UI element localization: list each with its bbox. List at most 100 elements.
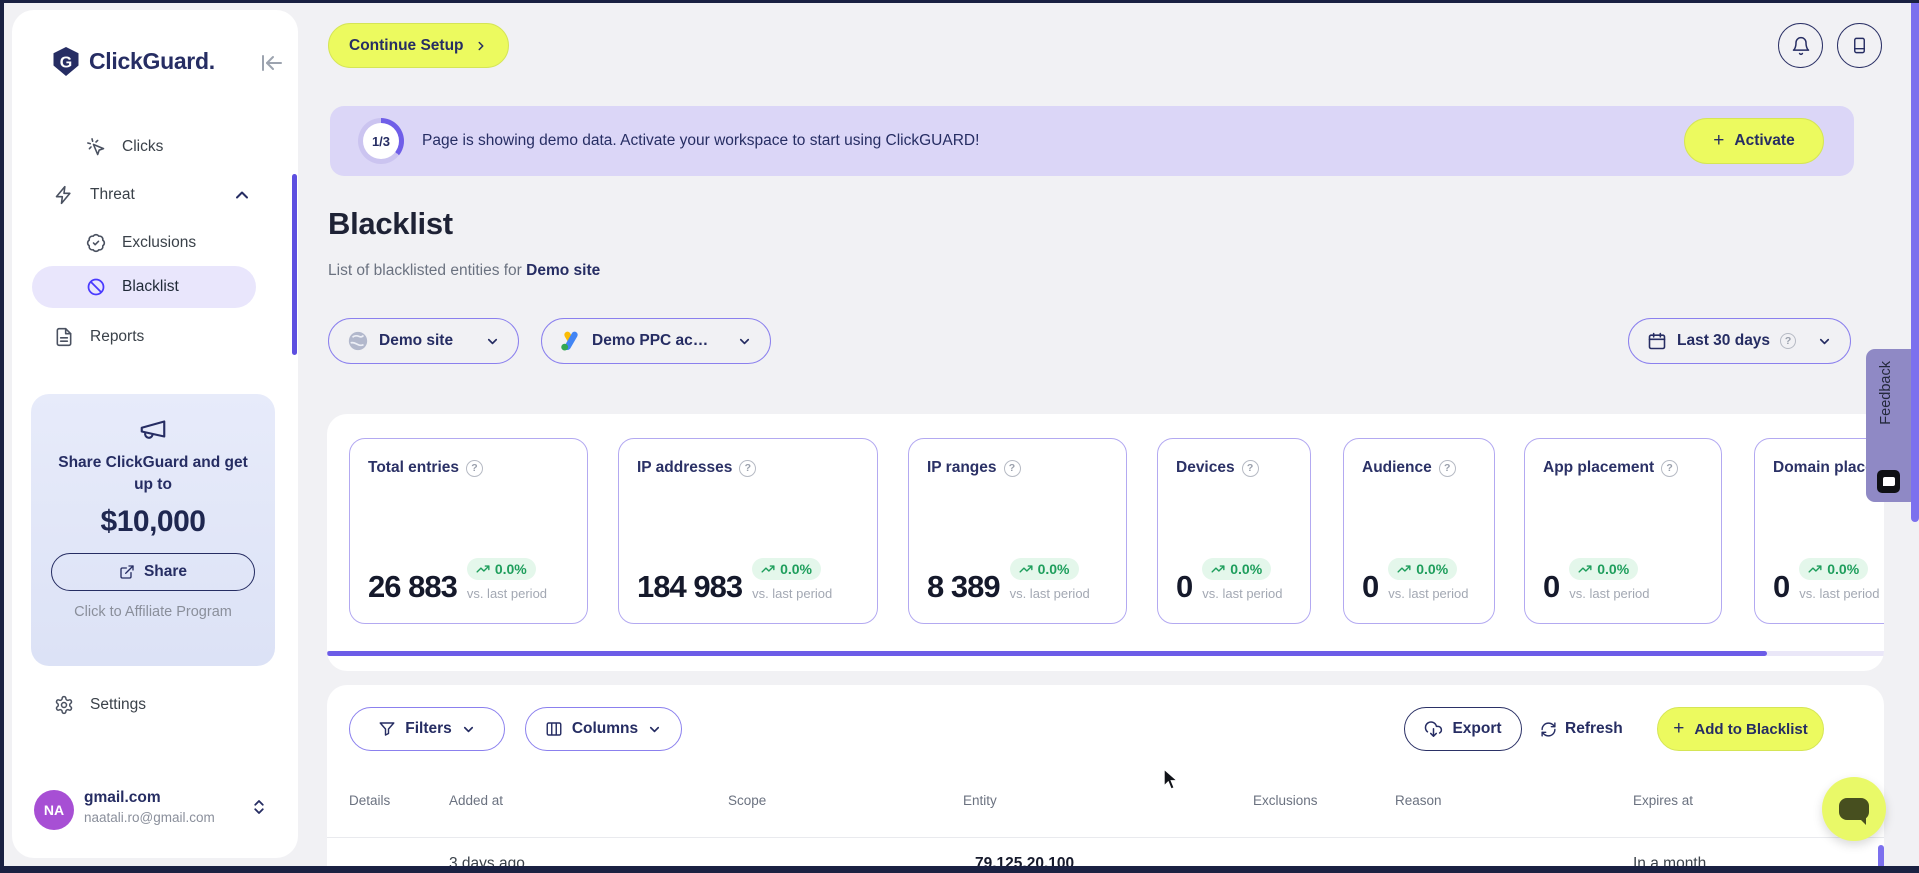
add-to-blacklist-button[interactable]: + Add to Blacklist <box>1657 707 1824 751</box>
help-icon[interactable]: ? <box>1438 459 1456 477</box>
trend-up-icon <box>761 565 775 574</box>
trend-up-icon <box>476 565 490 574</box>
sidebar-item-exclusions[interactable]: Exclusions <box>12 222 298 264</box>
cell-expires-at: In a month <box>1633 855 1707 866</box>
columns-button[interactable]: Columns <box>525 707 682 751</box>
feedback-widget-icon <box>1877 470 1900 493</box>
continue-setup-label: Continue Setup <box>349 36 464 54</box>
help-icon[interactable]: ? <box>1661 459 1679 477</box>
stat-value: 0 <box>1176 569 1193 604</box>
chevron-down-icon <box>737 334 752 349</box>
filters-button[interactable]: Filters <box>349 707 505 751</box>
page-subtitle: List of blacklisted entities for Demo si… <box>328 262 600 280</box>
demo-data-banner: 1/3 Page is showing demo data. Activate … <box>330 106 1854 176</box>
export-label: Export <box>1452 720 1502 737</box>
ban-icon <box>86 277 106 297</box>
share-button-label: Share <box>143 563 188 581</box>
page-subtitle-text: List of blacklisted entities for <box>328 262 522 279</box>
share-button[interactable]: Share <box>51 553 255 592</box>
delta-badge: 0.0% <box>1799 558 1869 581</box>
stat-label: App placement <box>1543 459 1655 476</box>
columns-label: Columns <box>571 720 639 737</box>
sidebar-item-label: Reports <box>90 328 145 345</box>
refresh-button[interactable]: Refresh <box>1540 707 1623 751</box>
cursor-click-icon <box>86 137 106 157</box>
column-header-reason: Reason <box>1395 793 1442 808</box>
stat-card-devices: Devices? 0 0.0% vs. last period <box>1157 438 1311 624</box>
stat-label: IP addresses <box>637 459 733 476</box>
collapse-sidebar-button[interactable] <box>260 50 286 76</box>
export-button[interactable]: Export <box>1404 707 1522 751</box>
badge-check-icon <box>86 233 106 253</box>
sidebar-item-blacklist[interactable]: Blacklist <box>32 266 256 308</box>
table-scrollbar[interactable] <box>1878 845 1884 866</box>
stat-note: vs. last period <box>752 586 833 602</box>
avatar: NA <box>34 790 74 830</box>
stat-label: Audience <box>1362 459 1432 476</box>
help-icon[interactable]: ? <box>1241 459 1259 477</box>
clickguard-logo: G ClickGuard. <box>52 46 215 77</box>
chevron-down-icon <box>1817 334 1832 349</box>
site-selector-value: Demo site <box>379 332 454 349</box>
sidebar-item-threat[interactable]: Threat <box>12 174 298 216</box>
user-menu[interactable]: NA gmail.com naatali.ro@gmail.com <box>12 780 298 840</box>
affiliate-program-link[interactable]: Click to Affiliate Program <box>74 604 232 621</box>
setup-progress-ring: 1/3 <box>358 118 404 164</box>
notifications-button[interactable] <box>1778 23 1823 68</box>
site-selector[interactable]: Demo site <box>328 318 519 364</box>
stat-card-audience: Audience? 0 0.0% vs. last period <box>1343 438 1495 624</box>
refresh-label: Refresh <box>1565 720 1623 737</box>
svg-text:G: G <box>60 55 72 72</box>
help-icon[interactable]: ? <box>739 459 757 477</box>
stats-scrollbar-thumb[interactable] <box>327 651 1767 656</box>
stat-card-ip-addresses: IP addresses? 184 983 0.0% vs. last peri… <box>618 438 878 624</box>
delta-badge: 0.0% <box>752 558 821 581</box>
chevron-down-icon <box>485 334 500 349</box>
google-ads-icon <box>560 330 582 352</box>
trend-up-icon <box>1211 565 1225 574</box>
ppc-account-selector[interactable]: Demo PPC ac… <box>541 318 771 364</box>
stat-card-ip-ranges: IP ranges? 8 389 0.0% vs. last period <box>908 438 1127 624</box>
ppc-account-value: Demo PPC ac… <box>592 332 709 349</box>
chat-launcher-button[interactable] <box>1822 777 1886 841</box>
continue-setup-button[interactable]: Continue Setup <box>328 23 509 68</box>
share-card-amount: $10,000 <box>100 505 206 539</box>
add-to-blacklist-label: Add to Blacklist <box>1694 720 1808 738</box>
help-icon: ? <box>1780 333 1797 349</box>
stat-note: vs. last period <box>1569 586 1650 602</box>
external-link-icon <box>119 564 135 580</box>
feedback-tab[interactable]: Feedback <box>1866 349 1911 502</box>
stat-label: Domain placement <box>1773 459 1884 476</box>
table-header-divider <box>327 837 1884 838</box>
activate-button[interactable]: + Activate <box>1684 118 1824 164</box>
bell-icon <box>1791 36 1811 56</box>
sidebar-scrollbar[interactable] <box>292 174 297 355</box>
stat-card-total-entries: Total entries? 26 883 0.0% vs. last peri… <box>349 438 588 624</box>
date-range-selector[interactable]: Last 30 days ? <box>1628 318 1851 364</box>
trend-up-icon <box>1397 565 1411 574</box>
sidebar-item-clicks[interactable]: Clicks <box>12 126 298 168</box>
docs-button[interactable] <box>1837 23 1882 68</box>
page-title: Blacklist <box>328 206 453 241</box>
stat-label: Total entries <box>368 459 460 476</box>
columns-icon <box>545 720 563 738</box>
window-edge-bottom <box>0 866 1919 873</box>
gear-icon <box>54 695 74 715</box>
help-icon[interactable]: ? <box>1003 459 1021 477</box>
sidebar-item-label: Blacklist <box>122 278 179 295</box>
book-icon <box>1850 36 1869 55</box>
stat-label: IP ranges <box>927 459 997 476</box>
column-header-expires-at: Expires at <box>1633 793 1694 808</box>
stat-note: vs. last period <box>466 586 548 602</box>
help-icon[interactable]: ? <box>466 459 484 477</box>
trend-up-icon <box>1578 565 1592 574</box>
refresh-icon <box>1540 721 1557 738</box>
plus-icon: + <box>1673 718 1685 739</box>
column-header-entity: Entity <box>963 793 997 808</box>
sidebar-item-settings[interactable]: Settings <box>12 684 298 726</box>
stat-card-domain-placement: Domain placement? 0 0.0% vs. last period <box>1754 438 1884 624</box>
cell-added-at: 3 days ago <box>449 855 525 866</box>
sidebar-item-reports[interactable]: Reports <box>12 316 298 358</box>
cell-entity: 79.125.20.100 <box>975 855 1075 866</box>
page-scrollbar[interactable] <box>1911 0 1919 522</box>
